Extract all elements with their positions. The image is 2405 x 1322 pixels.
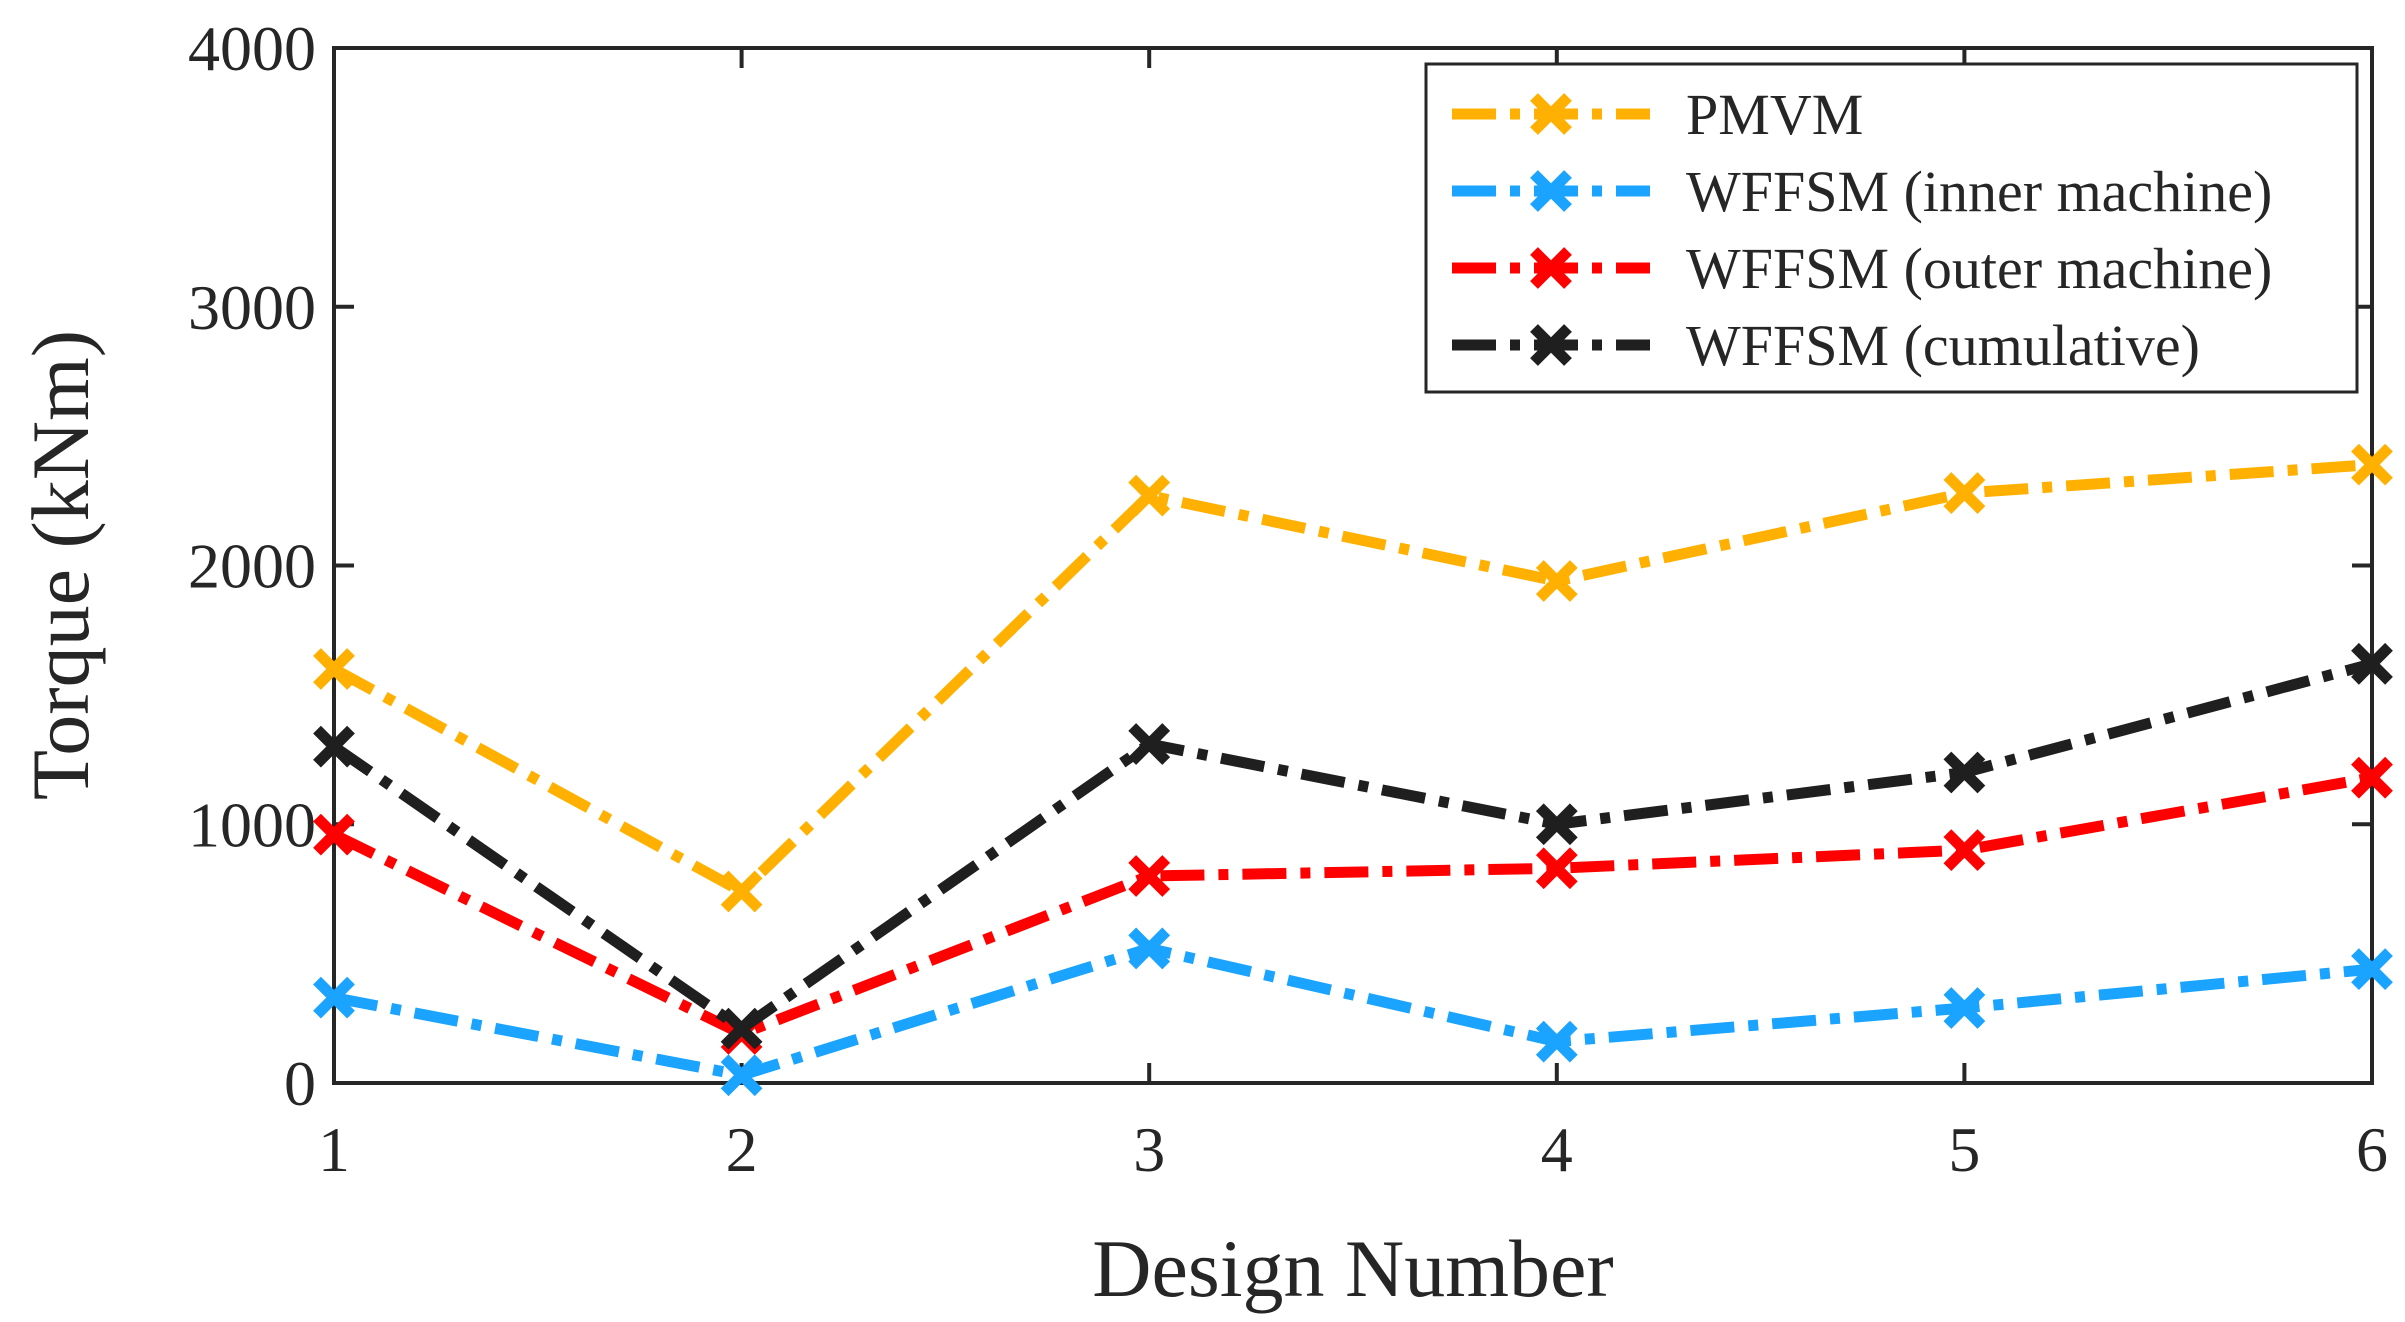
series-line [330,658,2374,1035]
data-point [1535,1020,1578,1063]
x-tick-label: 3 [1133,1114,1165,1185]
x-axis-label: Design Number [1092,1223,1614,1314]
data-point [2351,642,2393,685]
data-point [720,1054,763,1097]
y-tick-label: 2000 [188,531,316,602]
data-point [1535,803,1578,846]
legend-label: PMVM [1686,82,1863,147]
series-1 [313,443,2393,913]
legend-item: WFFSM (cumulative) [1452,313,2200,378]
legend-item: WFFSM (outer machine) [1452,236,2272,301]
y-tick-label: 0 [284,1048,316,1119]
data-point [1535,560,1578,602]
y-tick-label: 3000 [188,272,316,343]
data-point [2351,948,2393,991]
data-point [1943,987,1986,1029]
series-line [332,942,2373,1081]
legend-box [1424,62,2359,394]
series-4 [313,642,2393,1050]
legend-label: WFFSM (outer machine) [1686,236,2272,301]
data-point [313,725,355,768]
x-tick-label: 5 [1948,1114,1980,1185]
y-tick-label: 1000 [188,789,316,860]
y-tick-label: 4000 [188,13,316,84]
data-point [1535,847,1578,890]
x-tick-label: 6 [2356,1114,2388,1185]
series-2 [313,927,2393,1097]
legend-marker [1530,93,1572,135]
data-point [1128,474,1171,517]
x-tick-label: 2 [726,1114,758,1185]
legend-marker [1530,170,1572,212]
legend-label: WFFSM (cumulative) [1686,313,2200,378]
legend-label: WFFSM (inner machine) [1686,159,2272,224]
data-point [1128,723,1171,765]
data-point [1128,927,1171,970]
tick-labels: 1 2 3 4 5 6 0 1000 2000 3000 4000 [188,13,2388,1185]
data-point [1943,829,1986,872]
legend-marker [1530,324,1572,366]
data-point [1128,855,1171,897]
data-point [1943,751,1986,794]
legend-item: WFFSM (inner machine) [1452,159,2272,224]
data-point [313,976,355,1019]
data-point [720,1007,763,1050]
series-line [331,772,2373,1040]
data-point [313,648,355,690]
y-axis-label: Torque (kNm) [15,330,106,800]
legend: PMVM WFFSM (inner machine) WFFSM (outer ma… [1424,62,2359,394]
axis-ticks [332,46,2374,1085]
x-tick-label: 1 [318,1114,350,1185]
data-point [313,813,355,856]
data-point [2351,756,2393,799]
series-line [331,459,2373,898]
x-tick-label: 4 [1541,1114,1573,1185]
data-point [720,870,763,913]
series-layer [313,443,2393,1097]
data-point [2351,443,2393,486]
data-point [1943,472,1986,514]
legend-item: PMVM [1452,82,1863,147]
legend-marker [1530,247,1572,289]
